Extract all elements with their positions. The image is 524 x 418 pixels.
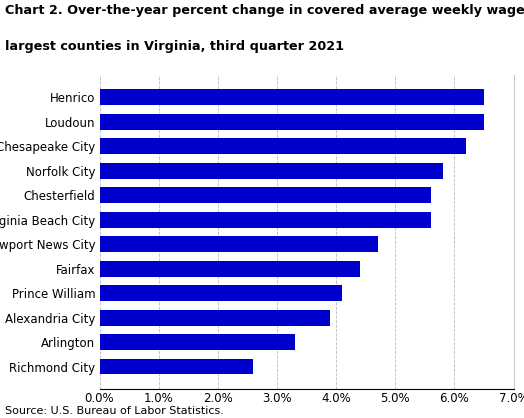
- Text: Source: U.S. Bureau of Labor Statistics.: Source: U.S. Bureau of Labor Statistics.: [5, 406, 224, 416]
- Bar: [100, 138, 466, 154]
- Bar: [100, 114, 484, 130]
- Bar: [100, 359, 253, 375]
- Bar: [100, 334, 294, 350]
- Bar: [100, 89, 484, 105]
- Bar: [100, 212, 431, 228]
- Bar: [100, 285, 342, 301]
- Text: largest counties in Virginia, third quarter 2021: largest counties in Virginia, third quar…: [5, 40, 344, 53]
- Text: Chart 2. Over-the-year percent change in covered average weekly wages among the: Chart 2. Over-the-year percent change in…: [5, 4, 524, 17]
- Bar: [100, 163, 443, 179]
- Bar: [100, 310, 330, 326]
- Bar: [100, 187, 431, 203]
- Bar: [100, 236, 377, 252]
- Bar: [100, 261, 360, 277]
